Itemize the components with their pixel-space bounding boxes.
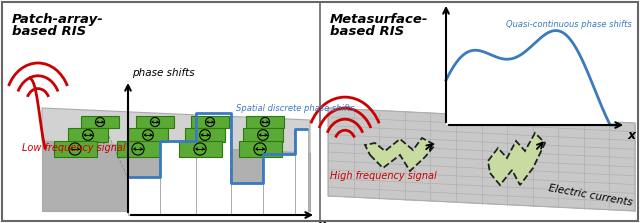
Polygon shape: [116, 141, 159, 157]
Text: Spatial discrete phase shifts: Spatial discrete phase shifts: [236, 104, 354, 114]
Polygon shape: [179, 141, 221, 157]
Bar: [128, 177, 161, 215]
Bar: [196, 114, 230, 215]
Text: Quasi-continuous phase shifts: Quasi-continuous phase shifts: [506, 20, 632, 29]
Text: based RIS: based RIS: [12, 25, 86, 38]
Text: Electric currents: Electric currents: [547, 183, 633, 207]
Polygon shape: [68, 128, 108, 142]
Text: based RIS: based RIS: [330, 25, 404, 38]
Polygon shape: [365, 138, 435, 171]
Polygon shape: [246, 116, 284, 128]
Polygon shape: [185, 128, 225, 142]
Text: Low frequency signal: Low frequency signal: [22, 143, 125, 153]
Polygon shape: [81, 116, 119, 128]
Polygon shape: [191, 116, 229, 128]
Polygon shape: [243, 128, 283, 142]
Text: x: x: [318, 219, 326, 223]
Polygon shape: [328, 108, 635, 211]
Polygon shape: [54, 141, 97, 157]
Text: High frequency signal: High frequency signal: [330, 171, 436, 181]
Text: Metasurface-: Metasurface-: [330, 13, 428, 26]
Text: Patch-array-: Patch-array-: [12, 13, 104, 26]
Polygon shape: [42, 108, 310, 153]
Text: phase shifts: phase shifts: [132, 68, 195, 78]
Polygon shape: [136, 116, 174, 128]
Bar: [296, 129, 308, 215]
Bar: [230, 183, 263, 215]
Polygon shape: [42, 141, 310, 211]
Polygon shape: [488, 133, 545, 185]
Polygon shape: [128, 128, 168, 142]
Bar: [263, 154, 296, 215]
Bar: [161, 141, 196, 215]
Polygon shape: [239, 141, 282, 157]
Bar: [446, 8, 618, 125]
Text: x: x: [628, 129, 636, 142]
